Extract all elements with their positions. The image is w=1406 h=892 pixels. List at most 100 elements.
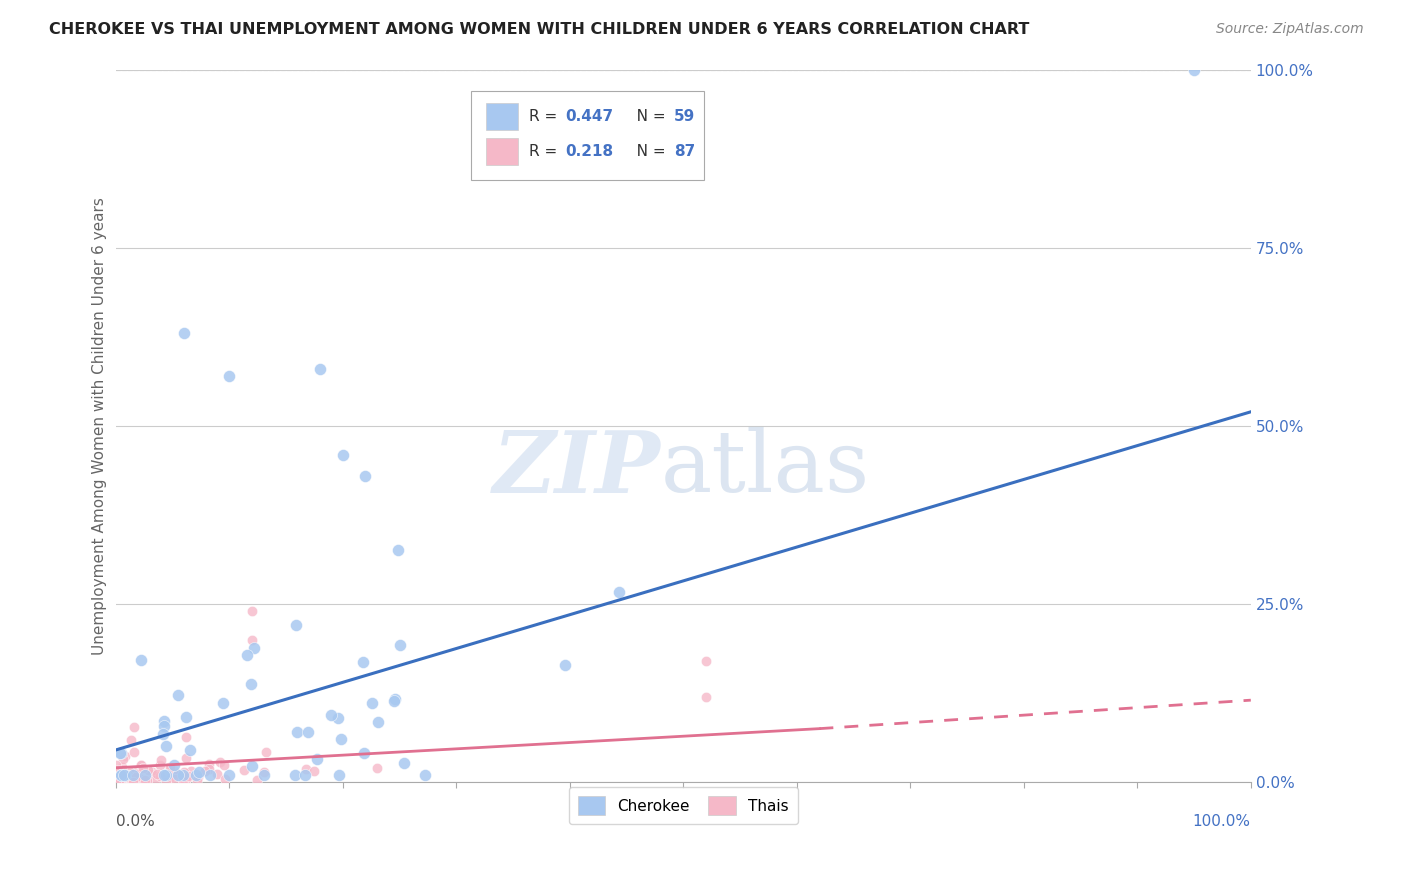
Point <box>354 469 377 483</box>
Point <box>352 655 374 669</box>
Point <box>198 757 221 772</box>
Point <box>205 767 228 781</box>
Point <box>554 657 576 672</box>
Point <box>172 768 194 782</box>
Point <box>240 604 263 618</box>
Point <box>108 774 131 789</box>
Point <box>146 767 169 781</box>
Point <box>328 768 350 782</box>
Y-axis label: Unemployment Among Women with Children Under 6 years: Unemployment Among Women with Children U… <box>93 197 107 655</box>
Point <box>152 768 174 782</box>
Point <box>367 714 389 729</box>
Point <box>105 773 128 788</box>
Point <box>122 720 145 734</box>
Point <box>360 696 382 710</box>
Point <box>155 774 177 789</box>
Point <box>176 771 198 785</box>
Point <box>121 769 143 783</box>
Point <box>121 774 143 789</box>
Point <box>328 711 350 725</box>
Point <box>118 770 141 784</box>
Point <box>240 632 263 647</box>
Point <box>120 765 142 780</box>
Point <box>309 362 332 376</box>
Point <box>155 768 177 782</box>
Point <box>232 763 254 777</box>
Text: 59: 59 <box>673 109 696 124</box>
Point <box>135 773 157 788</box>
Point <box>198 762 221 776</box>
Point <box>163 772 186 787</box>
Point <box>173 765 195 780</box>
Point <box>117 768 139 782</box>
Point <box>110 746 132 760</box>
Point <box>172 774 194 789</box>
Point <box>159 761 181 775</box>
Point <box>415 768 437 782</box>
Point <box>187 770 209 784</box>
Point <box>122 774 145 789</box>
Point <box>321 708 343 723</box>
Point <box>136 772 159 786</box>
Point <box>124 770 146 784</box>
Point <box>285 618 308 632</box>
Point <box>125 774 148 789</box>
Point <box>236 648 259 662</box>
Point <box>110 772 132 786</box>
Point <box>173 774 195 789</box>
Point <box>110 768 132 782</box>
Point <box>294 762 316 776</box>
Legend: Cherokee, Thais: Cherokee, Thais <box>568 788 797 824</box>
Point <box>284 768 307 782</box>
Point <box>198 768 221 782</box>
Point <box>180 764 202 779</box>
Point <box>152 719 174 733</box>
Point <box>695 690 717 704</box>
Point <box>695 654 717 668</box>
Text: N =: N = <box>621 145 671 160</box>
Point <box>110 769 132 783</box>
Point <box>384 692 406 706</box>
Text: CHEROKEE VS THAI UNEMPLOYMENT AMONG WOMEN WITH CHILDREN UNDER 6 YEARS CORRELATIO: CHEROKEE VS THAI UNEMPLOYMENT AMONG WOME… <box>49 22 1029 37</box>
Point <box>104 772 127 787</box>
Point <box>285 724 308 739</box>
Point <box>149 769 172 783</box>
Point <box>152 727 174 741</box>
Point <box>122 745 145 759</box>
Point <box>174 709 197 723</box>
Point <box>134 766 156 780</box>
Point <box>127 767 149 781</box>
Point <box>112 752 135 766</box>
Point <box>353 747 375 761</box>
Point <box>107 764 129 778</box>
Point <box>163 757 186 772</box>
Point <box>382 694 405 708</box>
Text: ZIP: ZIP <box>492 427 661 510</box>
Point <box>179 742 201 756</box>
Point <box>246 772 269 787</box>
Point <box>208 755 231 769</box>
Point <box>132 761 155 775</box>
Point <box>150 753 173 767</box>
Point <box>143 772 166 787</box>
Point <box>173 326 195 341</box>
Text: 0.447: 0.447 <box>565 109 613 124</box>
Point <box>115 772 138 787</box>
Point <box>329 732 352 747</box>
Point <box>176 770 198 784</box>
Point <box>243 641 266 656</box>
Point <box>254 745 277 759</box>
Point <box>108 767 131 781</box>
Point <box>122 764 145 779</box>
Point <box>162 763 184 777</box>
Point <box>120 732 142 747</box>
Point <box>242 759 264 773</box>
Point <box>167 768 190 782</box>
Point <box>108 746 131 760</box>
Point <box>160 770 183 784</box>
Point <box>129 758 152 772</box>
Point <box>128 771 150 785</box>
Point <box>186 768 208 782</box>
Point <box>112 768 135 782</box>
Text: 100.0%: 100.0% <box>1192 814 1251 829</box>
